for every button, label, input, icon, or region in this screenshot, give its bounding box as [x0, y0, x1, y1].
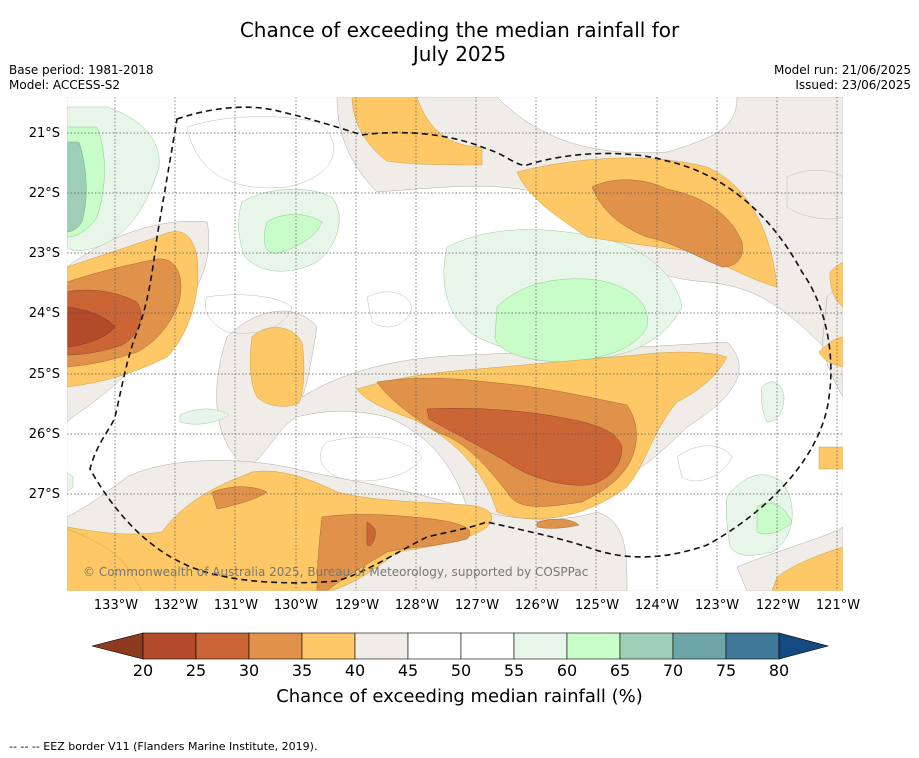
- lat-label-26: 26°S: [28, 427, 60, 442]
- map-title: Chance of exceeding the median rainfall …: [0, 18, 919, 66]
- lon-label-126: 126°W: [514, 598, 560, 613]
- colorbar-tick: 60: [556, 661, 578, 680]
- colorbar-tick: 45: [397, 661, 419, 680]
- colorbar-swatch: [460, 632, 515, 660]
- colorbar: [91, 632, 830, 660]
- lon-label-128: 128°W: [394, 598, 440, 613]
- lon-label-123: 123°W: [694, 598, 740, 613]
- lat-label-23: 23°S: [28, 246, 60, 261]
- colorbar-tick: 30: [238, 661, 260, 680]
- colorbar-swatch: [354, 632, 409, 660]
- model-run: Model run: 21/06/2025: [773, 63, 911, 77]
- band-20-25: [67, 306, 116, 348]
- lat-label-25: 25°S: [28, 367, 60, 382]
- colorbar-swatch: [301, 632, 356, 660]
- model-name: Model: ACCESS-S2: [9, 78, 121, 92]
- eez-legend-note: -- -- -- EEZ border V11 (Flanders Marine…: [9, 740, 318, 753]
- lon-label-124: 124°W: [634, 598, 680, 613]
- title-line-2: July 2025: [412, 42, 507, 66]
- colorbar-tick: 35: [291, 661, 313, 680]
- lon-label-130: 130°W: [273, 598, 319, 613]
- lat-label-24: 24°S: [28, 306, 60, 321]
- lon-label-132: 132°W: [153, 598, 199, 613]
- colorbar-swatch: [672, 632, 727, 660]
- colorbar-tick: 55: [503, 661, 525, 680]
- meta-right: Model run: 21/06/2025 Issued: 23/06/2025: [774, 63, 911, 93]
- colorbar-swatch-high: [778, 632, 830, 660]
- colorbar-swatch: [407, 632, 462, 660]
- colorbar-tick: 20: [132, 661, 154, 680]
- colorbar-swatch: [142, 632, 197, 660]
- lat-label-21: 21°S: [28, 126, 60, 141]
- issued-date: Issued: 23/06/2025: [795, 78, 911, 92]
- lon-label-125: 125°W: [574, 598, 620, 613]
- base-period: Base period: 1981-2018: [9, 63, 154, 77]
- colorbar-tick: 80: [768, 661, 790, 680]
- lat-label-22: 22°S: [28, 186, 60, 201]
- eez-border: [89, 106, 832, 584]
- lon-label-133: 133°W: [93, 598, 139, 613]
- colorbar-tick: 65: [609, 661, 631, 680]
- colorbar-swatch: [566, 632, 621, 660]
- lon-label-122: 122°W: [755, 598, 801, 613]
- colorbar-tick: 70: [662, 661, 684, 680]
- colorbar-swatch: [619, 632, 674, 660]
- title-line-1: Chance of exceeding the median rainfall …: [239, 18, 680, 42]
- colorbar-tick: 40: [344, 661, 366, 680]
- lon-label-129: 129°W: [334, 598, 380, 613]
- colorbar-tick: 75: [715, 661, 737, 680]
- colorbar-swatch: [725, 632, 780, 660]
- lon-label-121: 121°W: [815, 598, 861, 613]
- colorbar-swatch-low: [91, 632, 144, 660]
- meta-left: Base period: 1981-2018 Model: ACCESS-S2: [9, 63, 154, 93]
- colorbar-tick: 50: [450, 661, 472, 680]
- copyright-text: © Commonwealth of Australia 2025, Bureau…: [83, 565, 588, 579]
- colorbar-swatch: [513, 632, 568, 660]
- lat-label-27: 27°S: [28, 487, 60, 502]
- lon-label-127: 127°W: [454, 598, 500, 613]
- colorbar-label: Chance of exceeding median rainfall (%): [276, 686, 643, 707]
- lon-label-131: 131°W: [213, 598, 259, 613]
- colorbar-swatch: [248, 632, 303, 660]
- colorbar-tick: 25: [185, 661, 207, 680]
- colorbar-swatch: [195, 632, 250, 660]
- rainfall-map: © Commonwealth of Australia 2025, Bureau…: [67, 97, 843, 591]
- band-65-70: [67, 141, 87, 233]
